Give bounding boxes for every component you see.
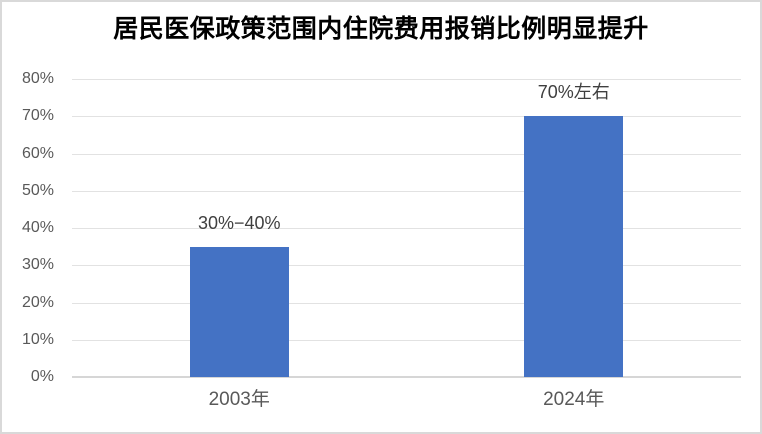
gridline	[72, 228, 741, 229]
bar-2003年	[189, 246, 289, 377]
y-tick-label: 50%	[21, 181, 54, 199]
y-tick-label: 40%	[21, 219, 54, 236]
x-axis-line	[72, 376, 741, 378]
y-tick-label: 70%	[21, 107, 54, 125]
chart-title: 居民医保政策范围内住院费用报销比例明显提升	[113, 15, 649, 43]
gridline	[72, 302, 741, 304]
gridline	[72, 190, 741, 192]
bar-2024年	[524, 116, 624, 377]
gridline	[72, 339, 741, 341]
y-tick-label: 80%	[21, 70, 54, 87]
y-tick-label: 0%	[30, 368, 54, 385]
gridline	[72, 116, 741, 118]
gridline	[72, 79, 741, 80]
gridline	[72, 265, 741, 267]
y-tick-label: 20%	[21, 293, 54, 311]
data-label-2024年: 70%左右	[537, 82, 610, 103]
y-tick-label: 30%	[21, 256, 54, 274]
plot-area	[72, 79, 741, 378]
data-label-2003年: 30%−40%	[197, 212, 281, 233]
category-label-2003年: 2003年	[208, 389, 270, 410]
y-tick-label: 10%	[21, 330, 54, 348]
category-label-2024年: 2024年	[543, 389, 605, 410]
gridline	[72, 153, 741, 155]
y-tick-label: 60%	[21, 144, 54, 162]
